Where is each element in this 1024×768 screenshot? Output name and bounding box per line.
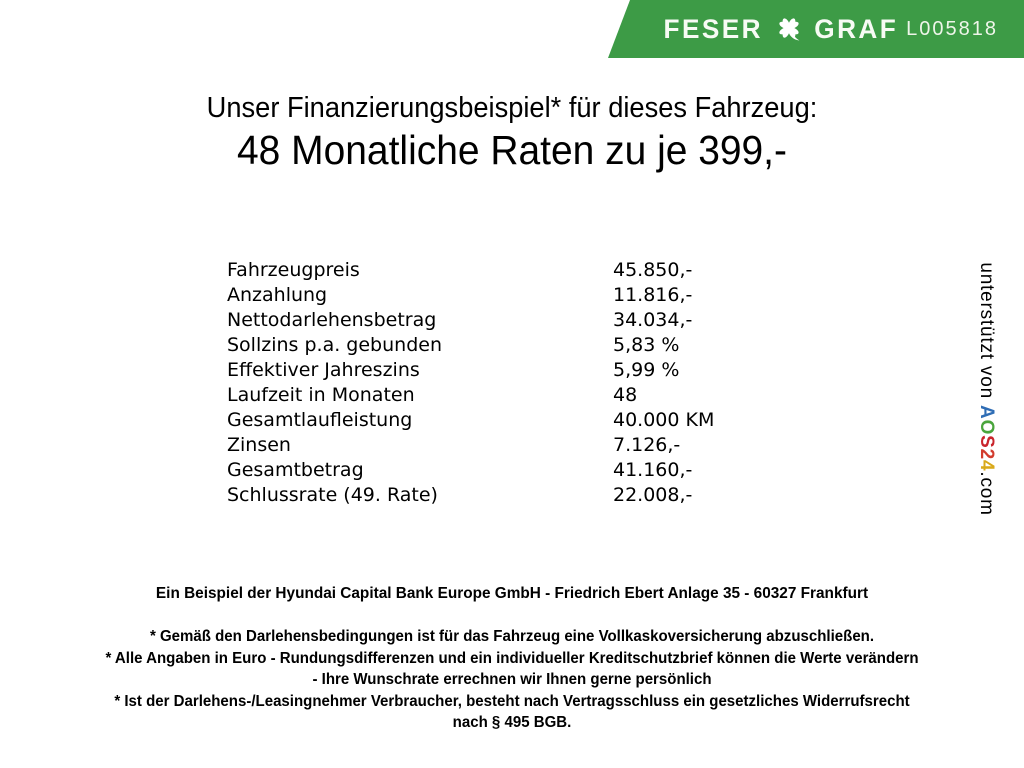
finance-table: Fahrzeugpreis 45.850,- Anzahlung 11.816,… xyxy=(227,257,714,507)
aos24-letter: 2 xyxy=(976,448,997,461)
footnote-line: * Ist der Darlehens-/Leasingnehmer Verbr… xyxy=(114,692,910,710)
table-row: Fahrzeugpreis 45.850,- xyxy=(227,257,714,282)
table-row: Zinsen 7.126,- xyxy=(227,432,714,457)
row-value: 5,99 % xyxy=(613,358,680,381)
table-row: Gesamtbetrag 41.160,- xyxy=(227,457,714,482)
row-label: Gesamtlaufleistung xyxy=(227,408,413,431)
brand-banner: FESER GRAF L005818 xyxy=(608,0,1024,58)
support-credit-text: unterstützt von xyxy=(976,262,997,406)
aos24-letter: A xyxy=(976,405,997,420)
table-row: Gesamtlaufleistung 40.000 KM xyxy=(227,407,714,432)
row-label: Zinsen xyxy=(227,433,291,456)
support-credit-domain: .com xyxy=(976,471,997,516)
bank-company-line: Ein Beispiel der Hyundai Capital Bank Eu… xyxy=(155,585,869,602)
row-value: 22.008,- xyxy=(613,483,693,506)
row-value: 45.850,- xyxy=(613,258,693,281)
row-label: Gesamtbetrag xyxy=(227,458,364,481)
row-value: 7.126,- xyxy=(613,433,681,456)
row-value: 40.000 KM xyxy=(613,408,715,431)
row-value: 11.816,- xyxy=(613,283,693,306)
table-row: Laufzeit in Monaten 48 xyxy=(227,382,714,407)
headline-block: Unser Finanzierungsbeispiel* für dieses … xyxy=(0,92,1024,174)
aos24-letter: O xyxy=(976,419,997,436)
aos24-letter: 4 xyxy=(976,460,997,472)
support-credit: unterstützt von AOS24.com xyxy=(953,238,1019,516)
row-label: Fahrzeugpreis xyxy=(227,258,360,281)
table-row: Effektiver Jahreszins 5,99 % xyxy=(227,357,714,382)
row-label: Effektiver Jahreszins xyxy=(227,358,420,381)
footnote-line: nach § 495 BGB. xyxy=(452,714,572,731)
row-value: 41.160,- xyxy=(613,458,693,481)
aos24-brand: AOS24 xyxy=(976,405,997,471)
footnote-line: - Ihre Wunschrate errechnen wir Ihnen ge… xyxy=(312,671,712,688)
table-row: Anzahlung 11.816,- xyxy=(227,282,714,307)
footnotes-block: * Gemäß den Darlehensbedingungen ist für… xyxy=(15,626,1008,734)
headline-line1: Unser Finanzierungsbeispiel* für dieses … xyxy=(206,92,818,124)
headline-line2: 48 Monatliche Raten zu je 399,- xyxy=(237,127,787,173)
row-label: Anzahlung xyxy=(227,283,328,306)
table-row: Schlussrate (49. Rate) 22.008,- xyxy=(227,482,714,507)
row-label: Nettodarlehensbetrag xyxy=(227,308,437,331)
row-value: 34.034,- xyxy=(613,308,693,331)
brand-logo: FESER GRAF xyxy=(662,12,899,46)
footnote-line: * Alle Angaben in Euro - Rundungsdiffere… xyxy=(105,649,919,667)
brand-word-feser: FESER xyxy=(663,13,763,44)
table-row: Sollzins p.a. gebunden 5,83 % xyxy=(227,332,714,357)
brand-word-graf: GRAF xyxy=(813,13,898,44)
row-label: Laufzeit in Monaten xyxy=(227,383,415,406)
row-value: 48 xyxy=(613,383,638,406)
footnote-line: * Gemäß den Darlehensbedingungen ist für… xyxy=(149,628,875,645)
clover-icon xyxy=(777,17,800,41)
row-label: Sollzins p.a. gebunden xyxy=(227,333,442,356)
row-label: Schlussrate (49. Rate) xyxy=(227,483,438,506)
table-row: Nettodarlehensbetrag 34.034,- xyxy=(227,307,714,332)
row-value: 5,83 % xyxy=(613,333,680,356)
aos24-letter: S xyxy=(976,435,997,449)
vehicle-code: L005818 xyxy=(906,17,998,40)
